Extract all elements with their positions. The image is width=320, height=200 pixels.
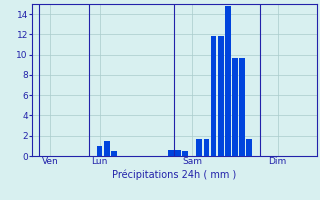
Bar [97,146,102,156]
Bar [175,150,181,156]
Bar [168,150,174,156]
X-axis label: Précipitations 24h ( mm ): Précipitations 24h ( mm ) [112,169,236,180]
Bar [182,151,188,156]
Bar [204,139,209,156]
Bar [211,36,216,156]
Bar [246,139,252,156]
Bar [218,36,224,156]
Bar [104,141,110,156]
Bar [239,58,245,156]
Bar [232,58,238,156]
Bar [196,139,202,156]
Bar [111,151,117,156]
Bar [225,6,231,156]
